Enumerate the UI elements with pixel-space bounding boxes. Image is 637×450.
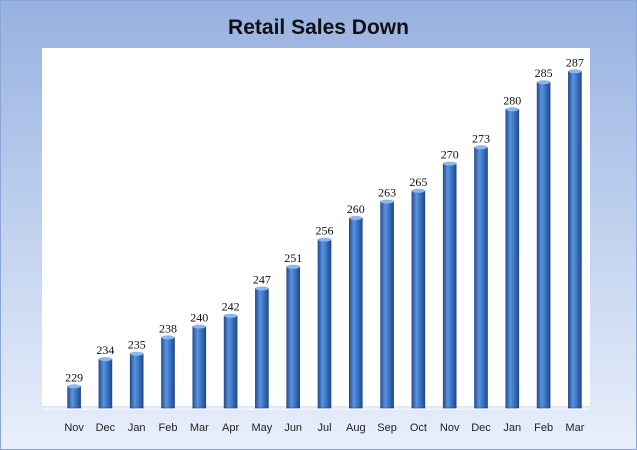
data-label-13: 273 bbox=[472, 131, 490, 145]
data-label-14: 280 bbox=[503, 93, 521, 107]
x-tick-label-16: Mar bbox=[565, 422, 584, 434]
bar-6 bbox=[255, 288, 269, 409]
bar-10 bbox=[380, 201, 394, 409]
bar-cap-0 bbox=[67, 384, 81, 389]
data-label-10: 263 bbox=[378, 186, 396, 200]
data-label-0: 229 bbox=[65, 370, 83, 384]
bar-cap-11 bbox=[411, 188, 425, 193]
data-label-12: 270 bbox=[441, 148, 459, 162]
x-tick-label-11: Oct bbox=[410, 422, 427, 434]
x-tick-label-2: Jan bbox=[128, 422, 146, 434]
bar-0 bbox=[67, 385, 81, 409]
x-tick-label-7: Jun bbox=[284, 422, 302, 434]
bar-7 bbox=[286, 266, 301, 409]
bar-cap-4 bbox=[192, 324, 206, 329]
bar-12 bbox=[442, 163, 457, 409]
data-label-5: 242 bbox=[222, 300, 240, 314]
x-tick-label-9: Aug bbox=[346, 422, 366, 434]
plot-area bbox=[42, 48, 590, 410]
bar-2 bbox=[129, 353, 144, 409]
bar-16 bbox=[568, 71, 582, 409]
data-label-7: 251 bbox=[284, 251, 302, 265]
data-label-1: 234 bbox=[96, 343, 114, 357]
bar-13 bbox=[474, 147, 488, 409]
data-label-16: 287 bbox=[566, 55, 584, 69]
x-tick-label-6: May bbox=[252, 422, 273, 434]
x-tick-label-4: Mar bbox=[190, 422, 209, 434]
x-tick-label-14: Jan bbox=[503, 422, 521, 434]
bar-cap-12 bbox=[443, 161, 457, 166]
bar-cap-7 bbox=[286, 264, 300, 269]
x-tick-label-3: Feb bbox=[159, 422, 178, 434]
bar-cap-13 bbox=[474, 145, 488, 150]
bar-9 bbox=[348, 217, 363, 409]
bar-1 bbox=[98, 358, 113, 409]
data-label-3: 238 bbox=[159, 321, 177, 335]
data-label-6: 247 bbox=[253, 273, 271, 287]
bar-11 bbox=[411, 190, 426, 409]
x-tick-label-15: Feb bbox=[534, 422, 553, 434]
bar-15 bbox=[536, 81, 551, 409]
bar-cap-3 bbox=[161, 335, 175, 340]
bar-cap-1 bbox=[98, 357, 112, 362]
bar-cap-10 bbox=[380, 199, 394, 204]
chart-title: Retail Sales Down bbox=[228, 16, 409, 39]
bar-3 bbox=[161, 337, 175, 409]
bar-cap-16 bbox=[568, 69, 582, 74]
x-tick-label-10: Sep bbox=[377, 422, 397, 434]
data-label-2: 235 bbox=[128, 338, 146, 352]
bar-14 bbox=[505, 109, 520, 409]
data-label-9: 260 bbox=[347, 202, 365, 216]
bar-5 bbox=[223, 315, 238, 409]
bar-4 bbox=[192, 326, 207, 409]
bar-cap-9 bbox=[349, 215, 363, 220]
x-tick-label-12: Nov bbox=[440, 422, 460, 434]
x-tick-label-0: Nov bbox=[64, 422, 84, 434]
bar-cap-5 bbox=[224, 313, 238, 318]
bar-cap-8 bbox=[318, 237, 331, 242]
data-label-8: 256 bbox=[316, 224, 334, 238]
x-tick-label-8: Jul bbox=[317, 422, 331, 434]
bar-cap-6 bbox=[255, 286, 269, 291]
plot-floor bbox=[42, 406, 590, 410]
data-label-15: 285 bbox=[535, 66, 553, 80]
data-label-4: 240 bbox=[190, 311, 208, 325]
bar-8 bbox=[317, 239, 332, 409]
x-tick-label-5: Apr bbox=[222, 422, 239, 434]
x-tick-label-13: Dec bbox=[471, 422, 491, 434]
x-tick-label-1: Dec bbox=[96, 422, 116, 434]
data-label-11: 265 bbox=[409, 175, 427, 189]
bar-cap-15 bbox=[537, 80, 551, 85]
bar-cap-2 bbox=[130, 351, 144, 356]
bar-cap-14 bbox=[505, 107, 519, 112]
